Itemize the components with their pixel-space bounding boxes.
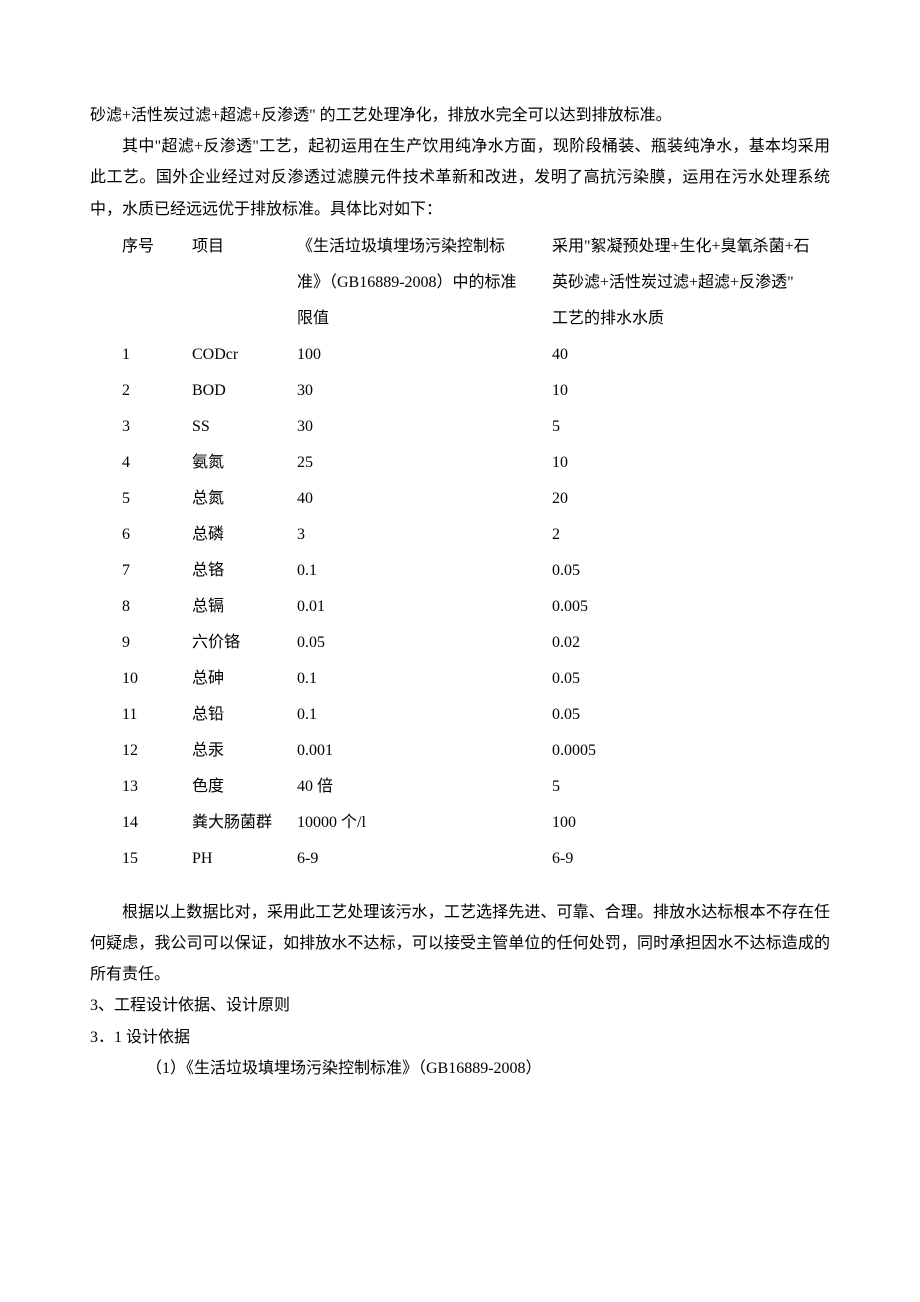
header-seq: 序号 bbox=[122, 229, 192, 337]
cell-seq: 1 bbox=[122, 337, 192, 373]
section-3-heading: 3、工程设计依据、设计原则 bbox=[90, 990, 830, 1021]
cell-standard: 0.05 bbox=[297, 625, 552, 661]
cell-process: 0.05 bbox=[552, 661, 830, 697]
cell-standard: 6-9 bbox=[297, 841, 552, 877]
paragraph-2: 其中"超滤+反渗透"工艺，起初运用在生产饮用纯净水方面，现阶段桶装、瓶装纯净水，… bbox=[90, 131, 830, 225]
cell-seq: 14 bbox=[122, 805, 192, 841]
table-row: 2BOD3010 bbox=[122, 373, 830, 409]
cell-seq: 2 bbox=[122, 373, 192, 409]
cell-seq: 9 bbox=[122, 625, 192, 661]
header-std-line2: 准》（GB16889-2008）中的标准 bbox=[297, 274, 517, 291]
cell-item: 总铬 bbox=[192, 553, 297, 589]
header-proc-line1: 采用"絮凝预处理+生化+臭氧杀菌+石 bbox=[552, 238, 810, 255]
table-row: 15PH6-96-9 bbox=[122, 841, 830, 877]
cell-process: 5 bbox=[552, 409, 830, 445]
cell-item: 氨氮 bbox=[192, 445, 297, 481]
cell-process: 5 bbox=[552, 769, 830, 805]
cell-process: 20 bbox=[552, 481, 830, 517]
cell-item: 总汞 bbox=[192, 733, 297, 769]
cell-item: SS bbox=[192, 409, 297, 445]
table-row: 11总铅0.10.05 bbox=[122, 697, 830, 733]
cell-item: CODcr bbox=[192, 337, 297, 373]
cell-process: 0.005 bbox=[552, 589, 830, 625]
cell-standard: 30 bbox=[297, 409, 552, 445]
cell-seq: 12 bbox=[122, 733, 192, 769]
comparison-table: 序号 项目 《生活垃圾填埋场污染控制标 准》（GB16889-2008）中的标准… bbox=[122, 229, 830, 877]
cell-process: 0.05 bbox=[552, 697, 830, 733]
cell-process: 40 bbox=[552, 337, 830, 373]
header-std-line3: 限值 bbox=[297, 310, 329, 327]
cell-seq: 6 bbox=[122, 517, 192, 553]
table-row: 12总汞0.0010.0005 bbox=[122, 733, 830, 769]
cell-process: 10 bbox=[552, 445, 830, 481]
cell-item: 六价铬 bbox=[192, 625, 297, 661]
cell-standard: 0.001 bbox=[297, 733, 552, 769]
cell-seq: 13 bbox=[122, 769, 192, 805]
cell-seq: 11 bbox=[122, 697, 192, 733]
cell-standard: 100 bbox=[297, 337, 552, 373]
cell-seq: 8 bbox=[122, 589, 192, 625]
cell-item: 总磷 bbox=[192, 517, 297, 553]
header-std-line1: 《生活垃圾填埋场污染控制标 bbox=[297, 238, 505, 255]
table-row: 3SS305 bbox=[122, 409, 830, 445]
cell-item: 色度 bbox=[192, 769, 297, 805]
table-row: 10总砷0.10.05 bbox=[122, 661, 830, 697]
table-header-row: 序号 项目 《生活垃圾填埋场污染控制标 准》（GB16889-2008）中的标准… bbox=[122, 229, 830, 337]
table-row: 5总氮4020 bbox=[122, 481, 830, 517]
table-row: 14粪大肠菌群10000 个/l100 bbox=[122, 805, 830, 841]
cell-standard: 0.01 bbox=[297, 589, 552, 625]
cell-item: 总镉 bbox=[192, 589, 297, 625]
paragraph-1: 砂滤+活性炭过滤+超滤+反渗透" 的工艺处理净化，排放水完全可以达到排放标准。 bbox=[90, 100, 830, 131]
cell-item: 总氮 bbox=[192, 481, 297, 517]
cell-item: PH bbox=[192, 841, 297, 877]
cell-seq: 15 bbox=[122, 841, 192, 877]
table-row: 1CODcr10040 bbox=[122, 337, 830, 373]
header-proc: 采用"絮凝预处理+生化+臭氧杀菌+石 英砂滤+活性炭过滤+超滤+反渗透" 工艺的… bbox=[552, 229, 830, 337]
table-row: 9六价铬0.050.02 bbox=[122, 625, 830, 661]
header-item: 项目 bbox=[192, 229, 297, 337]
header-std: 《生活垃圾填埋场污染控制标 准》（GB16889-2008）中的标准 限值 bbox=[297, 229, 552, 337]
cell-item: BOD bbox=[192, 373, 297, 409]
cell-item: 总砷 bbox=[192, 661, 297, 697]
reference-1: （1）《生活垃圾填埋场污染控制标准》（GB16889-2008） bbox=[90, 1053, 830, 1084]
cell-seq: 4 bbox=[122, 445, 192, 481]
header-proc-line3: 工艺的排水水质 bbox=[552, 310, 664, 327]
document-page: 砂滤+活性炭过滤+超滤+反渗透" 的工艺处理净化，排放水完全可以达到排放标准。 … bbox=[0, 0, 920, 1164]
table-row: 13色度40 倍5 bbox=[122, 769, 830, 805]
section-3-1-heading: 3．1 设计依据 bbox=[90, 1022, 830, 1053]
table-row: 8总镉0.010.005 bbox=[122, 589, 830, 625]
header-proc-line2: 英砂滤+活性炭过滤+超滤+反渗透" bbox=[552, 274, 794, 291]
cell-seq: 7 bbox=[122, 553, 192, 589]
cell-item: 粪大肠菌群 bbox=[192, 805, 297, 841]
table-row: 4氨氮2510 bbox=[122, 445, 830, 481]
cell-standard: 25 bbox=[297, 445, 552, 481]
cell-standard: 40 倍 bbox=[297, 769, 552, 805]
cell-standard: 3 bbox=[297, 517, 552, 553]
paragraph-3: 根据以上数据比对，采用此工艺处理该污水，工艺选择先进、可靠、合理。排放水达标根本… bbox=[90, 897, 830, 991]
cell-process: 0.02 bbox=[552, 625, 830, 661]
cell-process: 6-9 bbox=[552, 841, 830, 877]
table-row: 6总磷32 bbox=[122, 517, 830, 553]
cell-standard: 30 bbox=[297, 373, 552, 409]
cell-standard: 0.1 bbox=[297, 697, 552, 733]
cell-process: 100 bbox=[552, 805, 830, 841]
cell-seq: 10 bbox=[122, 661, 192, 697]
cell-process: 2 bbox=[552, 517, 830, 553]
cell-seq: 3 bbox=[122, 409, 192, 445]
comparison-table-wrapper: 序号 项目 《生活垃圾填埋场污染控制标 准》（GB16889-2008）中的标准… bbox=[90, 229, 830, 877]
cell-standard: 0.1 bbox=[297, 553, 552, 589]
cell-process: 0.0005 bbox=[552, 733, 830, 769]
cell-standard: 0.1 bbox=[297, 661, 552, 697]
cell-item: 总铅 bbox=[192, 697, 297, 733]
cell-process: 10 bbox=[552, 373, 830, 409]
cell-seq: 5 bbox=[122, 481, 192, 517]
cell-standard: 40 bbox=[297, 481, 552, 517]
table-row: 7总铬0.10.05 bbox=[122, 553, 830, 589]
cell-standard: 10000 个/l bbox=[297, 805, 552, 841]
cell-process: 0.05 bbox=[552, 553, 830, 589]
